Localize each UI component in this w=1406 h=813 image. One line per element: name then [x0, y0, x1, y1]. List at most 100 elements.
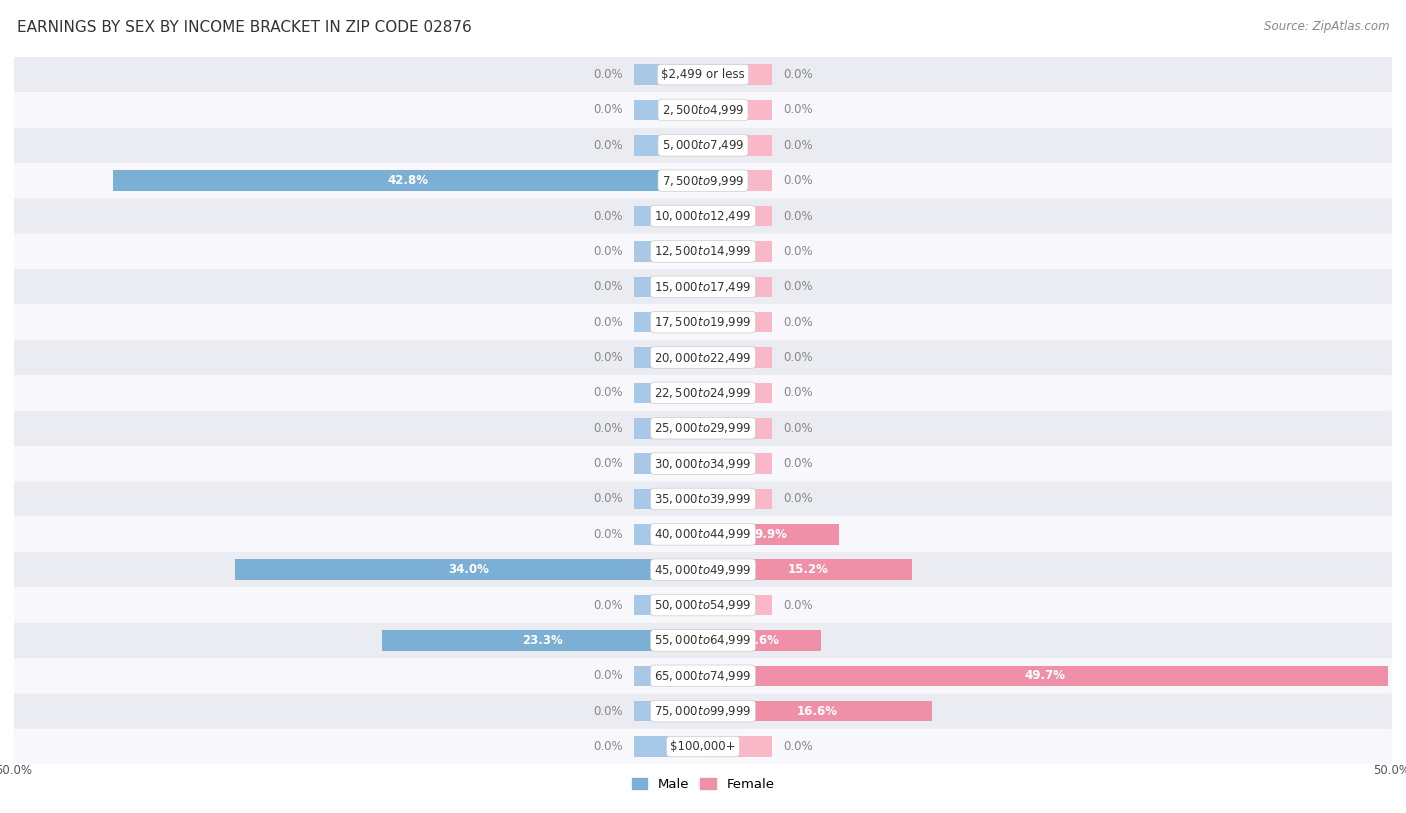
FancyBboxPatch shape: [14, 92, 1392, 128]
Bar: [634, 276, 703, 297]
Text: 34.0%: 34.0%: [449, 563, 489, 576]
Bar: [703, 701, 932, 721]
Text: 0.0%: 0.0%: [783, 210, 813, 223]
Bar: [634, 347, 703, 367]
Text: 0.0%: 0.0%: [783, 457, 813, 470]
FancyBboxPatch shape: [14, 446, 1392, 481]
Text: 15.2%: 15.2%: [787, 563, 828, 576]
FancyBboxPatch shape: [14, 198, 1392, 234]
Text: 16.6%: 16.6%: [797, 705, 838, 718]
Bar: [703, 64, 772, 85]
Text: 0.0%: 0.0%: [593, 528, 623, 541]
Bar: [634, 489, 703, 509]
Bar: [382, 630, 703, 650]
Text: 0.0%: 0.0%: [783, 68, 813, 81]
Bar: [634, 666, 703, 686]
Text: 0.0%: 0.0%: [593, 457, 623, 470]
Text: 0.0%: 0.0%: [593, 386, 623, 399]
Bar: [703, 737, 772, 757]
Bar: [703, 666, 1388, 686]
Bar: [634, 737, 703, 757]
Text: 0.0%: 0.0%: [783, 386, 813, 399]
Text: 0.0%: 0.0%: [593, 210, 623, 223]
Bar: [703, 418, 772, 438]
FancyBboxPatch shape: [14, 587, 1392, 623]
Bar: [634, 454, 703, 474]
Bar: [114, 171, 703, 191]
Bar: [634, 100, 703, 120]
Text: 50.0%: 50.0%: [0, 764, 32, 777]
Text: 0.0%: 0.0%: [783, 280, 813, 293]
Text: $7,500 to $9,999: $7,500 to $9,999: [662, 174, 744, 188]
Bar: [703, 312, 772, 333]
FancyBboxPatch shape: [14, 411, 1392, 446]
Text: 42.8%: 42.8%: [388, 174, 429, 187]
Text: 23.3%: 23.3%: [522, 634, 562, 647]
Text: 0.0%: 0.0%: [593, 103, 623, 116]
Bar: [634, 701, 703, 721]
Text: 0.0%: 0.0%: [593, 351, 623, 364]
Text: 49.7%: 49.7%: [1025, 669, 1066, 682]
FancyBboxPatch shape: [14, 729, 1392, 764]
Text: 0.0%: 0.0%: [593, 139, 623, 152]
Text: $10,000 to $12,499: $10,000 to $12,499: [654, 209, 752, 223]
Text: 0.0%: 0.0%: [783, 103, 813, 116]
Text: $40,000 to $44,999: $40,000 to $44,999: [654, 528, 752, 541]
Text: 8.6%: 8.6%: [745, 634, 779, 647]
FancyBboxPatch shape: [14, 623, 1392, 659]
FancyBboxPatch shape: [14, 375, 1392, 411]
Text: 0.0%: 0.0%: [783, 740, 813, 753]
FancyBboxPatch shape: [14, 481, 1392, 517]
Bar: [703, 454, 772, 474]
Text: 0.0%: 0.0%: [593, 422, 623, 435]
Text: 0.0%: 0.0%: [593, 740, 623, 753]
Text: $30,000 to $34,999: $30,000 to $34,999: [654, 457, 752, 471]
FancyBboxPatch shape: [14, 340, 1392, 375]
FancyBboxPatch shape: [14, 57, 1392, 92]
Text: $100,000+: $100,000+: [671, 740, 735, 753]
Bar: [703, 347, 772, 367]
Text: $50,000 to $54,999: $50,000 to $54,999: [654, 598, 752, 612]
Bar: [634, 418, 703, 438]
Text: $25,000 to $29,999: $25,000 to $29,999: [654, 421, 752, 435]
Bar: [235, 559, 703, 580]
FancyBboxPatch shape: [14, 128, 1392, 163]
FancyBboxPatch shape: [14, 163, 1392, 198]
Text: $45,000 to $49,999: $45,000 to $49,999: [654, 563, 752, 576]
Bar: [703, 100, 772, 120]
Text: $15,000 to $17,499: $15,000 to $17,499: [654, 280, 752, 293]
Bar: [634, 64, 703, 85]
Text: $20,000 to $22,499: $20,000 to $22,499: [654, 350, 752, 364]
Bar: [703, 171, 772, 191]
Bar: [703, 276, 772, 297]
Text: $12,500 to $14,999: $12,500 to $14,999: [654, 245, 752, 259]
Text: Source: ZipAtlas.com: Source: ZipAtlas.com: [1264, 20, 1389, 33]
Text: $35,000 to $39,999: $35,000 to $39,999: [654, 492, 752, 506]
Text: 0.0%: 0.0%: [783, 493, 813, 506]
Text: $2,499 or less: $2,499 or less: [661, 68, 745, 81]
Text: $65,000 to $74,999: $65,000 to $74,999: [654, 669, 752, 683]
Bar: [634, 312, 703, 333]
Bar: [703, 135, 772, 155]
Bar: [703, 559, 912, 580]
Text: 0.0%: 0.0%: [783, 174, 813, 187]
Text: 0.0%: 0.0%: [593, 705, 623, 718]
Text: $5,000 to $7,499: $5,000 to $7,499: [662, 138, 744, 152]
Bar: [703, 206, 772, 226]
Bar: [634, 383, 703, 403]
Text: 0.0%: 0.0%: [593, 68, 623, 81]
Bar: [634, 135, 703, 155]
FancyBboxPatch shape: [14, 234, 1392, 269]
Text: $17,500 to $19,999: $17,500 to $19,999: [654, 315, 752, 329]
Text: 0.0%: 0.0%: [593, 280, 623, 293]
Bar: [634, 524, 703, 545]
Text: 0.0%: 0.0%: [783, 422, 813, 435]
Text: EARNINGS BY SEX BY INCOME BRACKET IN ZIP CODE 02876: EARNINGS BY SEX BY INCOME BRACKET IN ZIP…: [17, 20, 471, 35]
Bar: [634, 206, 703, 226]
Bar: [703, 595, 772, 615]
Bar: [703, 524, 839, 545]
Legend: Male, Female: Male, Female: [626, 773, 780, 797]
FancyBboxPatch shape: [14, 659, 1392, 693]
Text: $75,000 to $99,999: $75,000 to $99,999: [654, 704, 752, 718]
Bar: [634, 241, 703, 262]
